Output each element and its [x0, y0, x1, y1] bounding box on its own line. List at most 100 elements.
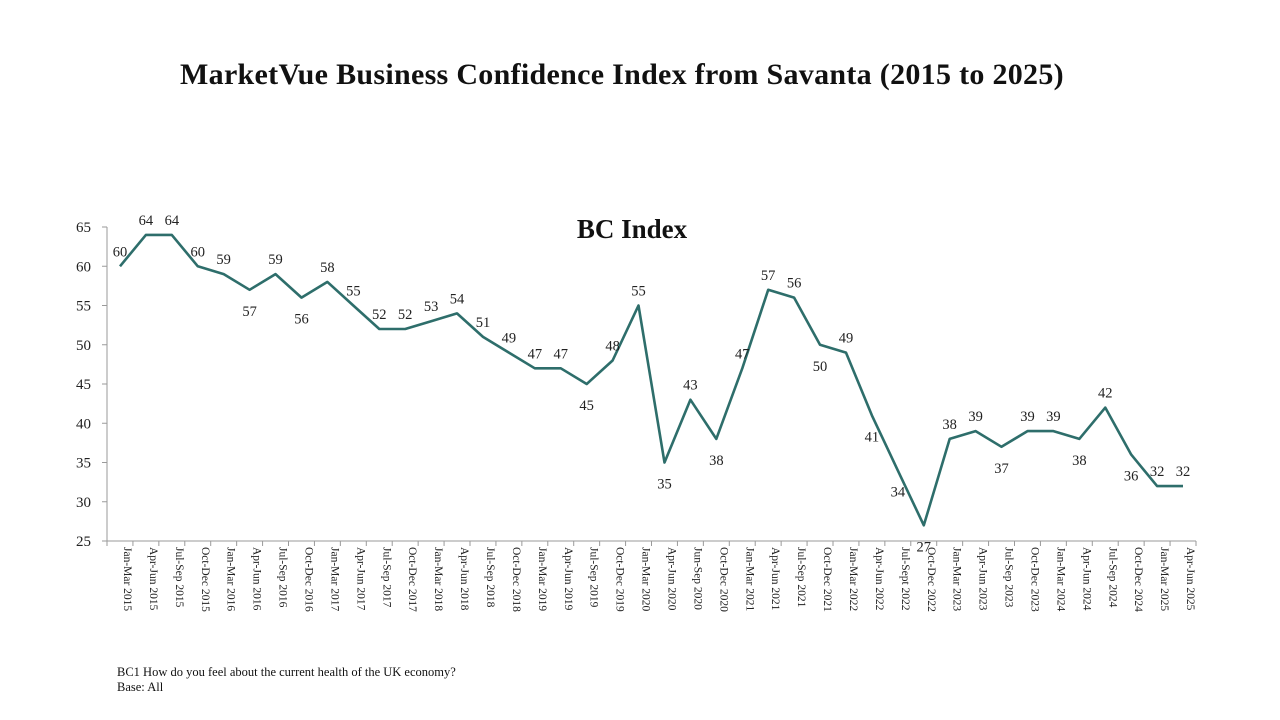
x-tick-label: Jul-Sep 2024	[1106, 547, 1118, 608]
data-label: 58	[320, 260, 335, 276]
data-label: 49	[839, 331, 854, 347]
x-tick-label: Apr-Jun 2021	[769, 547, 781, 611]
x-tick-label: Jan-Mar 2022	[847, 547, 859, 611]
x-tick-label: Oct-Dec 2017	[406, 547, 418, 612]
x-tick-label: Jan-Mar 2023	[951, 547, 963, 611]
x-tick-label: Jul-Sep 2016	[277, 547, 289, 608]
x-tick-label: Oct-Dec 2023	[1028, 547, 1040, 612]
data-label: 56	[787, 276, 802, 292]
data-label: 35	[657, 477, 672, 493]
data-label: 57	[242, 304, 257, 320]
data-label: 55	[631, 284, 646, 300]
x-tick-label: Oct-Dec 2021	[821, 547, 833, 612]
data-label: 54	[450, 291, 465, 307]
x-tick-label: Oct-Dec 2019	[614, 547, 626, 612]
data-label: 37	[994, 461, 1009, 477]
x-tick-label: Apr-Jun 2020	[665, 547, 677, 611]
data-label: 47	[528, 346, 543, 362]
x-tick-label: Jan-Mar 2016	[225, 547, 237, 611]
footnote: BC1 How do you feel about the current he…	[117, 665, 456, 695]
data-label: 49	[502, 331, 517, 347]
y-tick-label: 25	[76, 534, 91, 550]
data-label: 64	[139, 213, 154, 229]
data-label: 42	[1098, 386, 1113, 402]
x-tick-label: Jan-Mar 2021	[743, 547, 755, 611]
x-tick-label: Jul-Sep 2023	[1003, 547, 1015, 608]
data-label: 50	[813, 359, 828, 375]
survey-base: Base: All	[117, 680, 164, 694]
y-tick-label: 50	[76, 338, 91, 354]
plot-area: 60 64 64 60 59 57 59 56 58 55 52 52 53 54 51 49 47 47 45 48…	[113, 213, 1191, 555]
survey-question: BC1 How do you feel about the current he…	[117, 665, 456, 679]
x-tick-label: Jul-Sep 2021	[795, 547, 807, 608]
y-tick-label: 65	[76, 220, 91, 236]
data-label: 43	[683, 378, 698, 394]
x-axis: Jan-Mar 2015 Apr-Jun 2015 Jul-Sep 2015 Oct-…	[106, 540, 1197, 612]
x-tick-label: Jul-Sep 2017	[380, 547, 392, 608]
x-tick-label: Apr-Jun 2016	[251, 547, 263, 611]
data-label: 57	[761, 268, 776, 284]
page-title: MarketVue Business Confidence Index from…	[180, 58, 1064, 91]
x-tick-label: Jul-Sep 2018	[484, 547, 496, 608]
data-label: 59	[216, 252, 231, 268]
x-tick-label: Oct-Dec 2022	[925, 547, 937, 612]
data-label: 59	[268, 252, 283, 268]
x-tick-label: Apr-Jun 2024	[1080, 547, 1092, 611]
data-label: 38	[709, 453, 724, 469]
data-label: 39	[1046, 409, 1061, 425]
x-tick-label: Jan-Mar 2020	[640, 547, 652, 611]
x-tick-label: Oct-Dec 2024	[1132, 547, 1144, 612]
y-tick-label: 55	[76, 299, 91, 315]
data-label: 38	[942, 417, 957, 433]
x-tick-label: Jul-Sept 2022	[899, 547, 911, 611]
y-tick-label: 40	[76, 416, 91, 432]
data-label: 55	[346, 284, 361, 300]
series-line	[118, 233, 1183, 527]
data-label: 38	[1072, 453, 1087, 469]
x-tick-label: Oct-Dec 2020	[717, 547, 729, 612]
data-label: 47	[735, 346, 750, 362]
x-tick-label: Jun-Sep 2020	[691, 547, 703, 610]
chart-title: BC Index	[577, 214, 688, 244]
x-tick-label: Jan-Mar 2019	[536, 547, 548, 611]
x-tick-label: Apr-Jun 2019	[562, 547, 574, 611]
data-label: 60	[113, 244, 128, 260]
data-label: 56	[294, 312, 309, 328]
x-tick-label: Apr-Jun 2018	[458, 547, 470, 611]
y-tick-label: 35	[76, 456, 91, 472]
data-label: 27	[917, 539, 932, 555]
data-label: 52	[372, 307, 387, 323]
x-tick-label: Apr-Jun 2017	[354, 547, 366, 611]
y-tick-label: 60	[76, 259, 91, 275]
y-tick-label: 30	[76, 495, 91, 511]
x-tick-label: Oct-Dec 2018	[510, 547, 522, 612]
x-tick-label: Jan-Mar 2018	[432, 547, 444, 611]
data-label: 52	[398, 307, 413, 323]
data-label: 53	[424, 299, 439, 315]
data-label: 64	[165, 213, 180, 229]
data-label: 45	[579, 398, 594, 414]
y-axis: 25 30 35 40 45 50 55 60 65	[76, 220, 108, 550]
data-label: 41	[865, 429, 880, 445]
data-label: 34	[891, 484, 906, 500]
x-tick-label: Apr-Jun 2022	[873, 547, 885, 611]
x-tick-label: Jan-Mar 2017	[328, 547, 340, 611]
x-tick-label: Apr-Jun 2023	[977, 547, 989, 611]
x-tick-label: Oct-Dec 2016	[302, 547, 314, 612]
data-label: 36	[1124, 469, 1139, 485]
x-tick-label: Jan-Mar 2015	[121, 547, 133, 611]
data-label: 51	[476, 315, 491, 331]
x-tick-label: Jul-Sep 2015	[173, 547, 185, 608]
data-label: 39	[1020, 409, 1035, 425]
x-tick-label: Apr-Jun 2025	[1184, 547, 1196, 611]
data-label: 48	[605, 338, 620, 354]
x-tick-label: Oct-Dec 2015	[199, 547, 211, 612]
x-tick-label: Jan-Mar 2024	[1054, 547, 1066, 611]
data-label: 47	[554, 346, 569, 362]
y-tick-label: 45	[76, 377, 91, 393]
data-label: 39	[968, 409, 983, 425]
x-tick-label: Jan-Mar 2025	[1158, 547, 1170, 611]
data-label: 60	[191, 244, 206, 260]
data-label: 32	[1150, 464, 1165, 480]
